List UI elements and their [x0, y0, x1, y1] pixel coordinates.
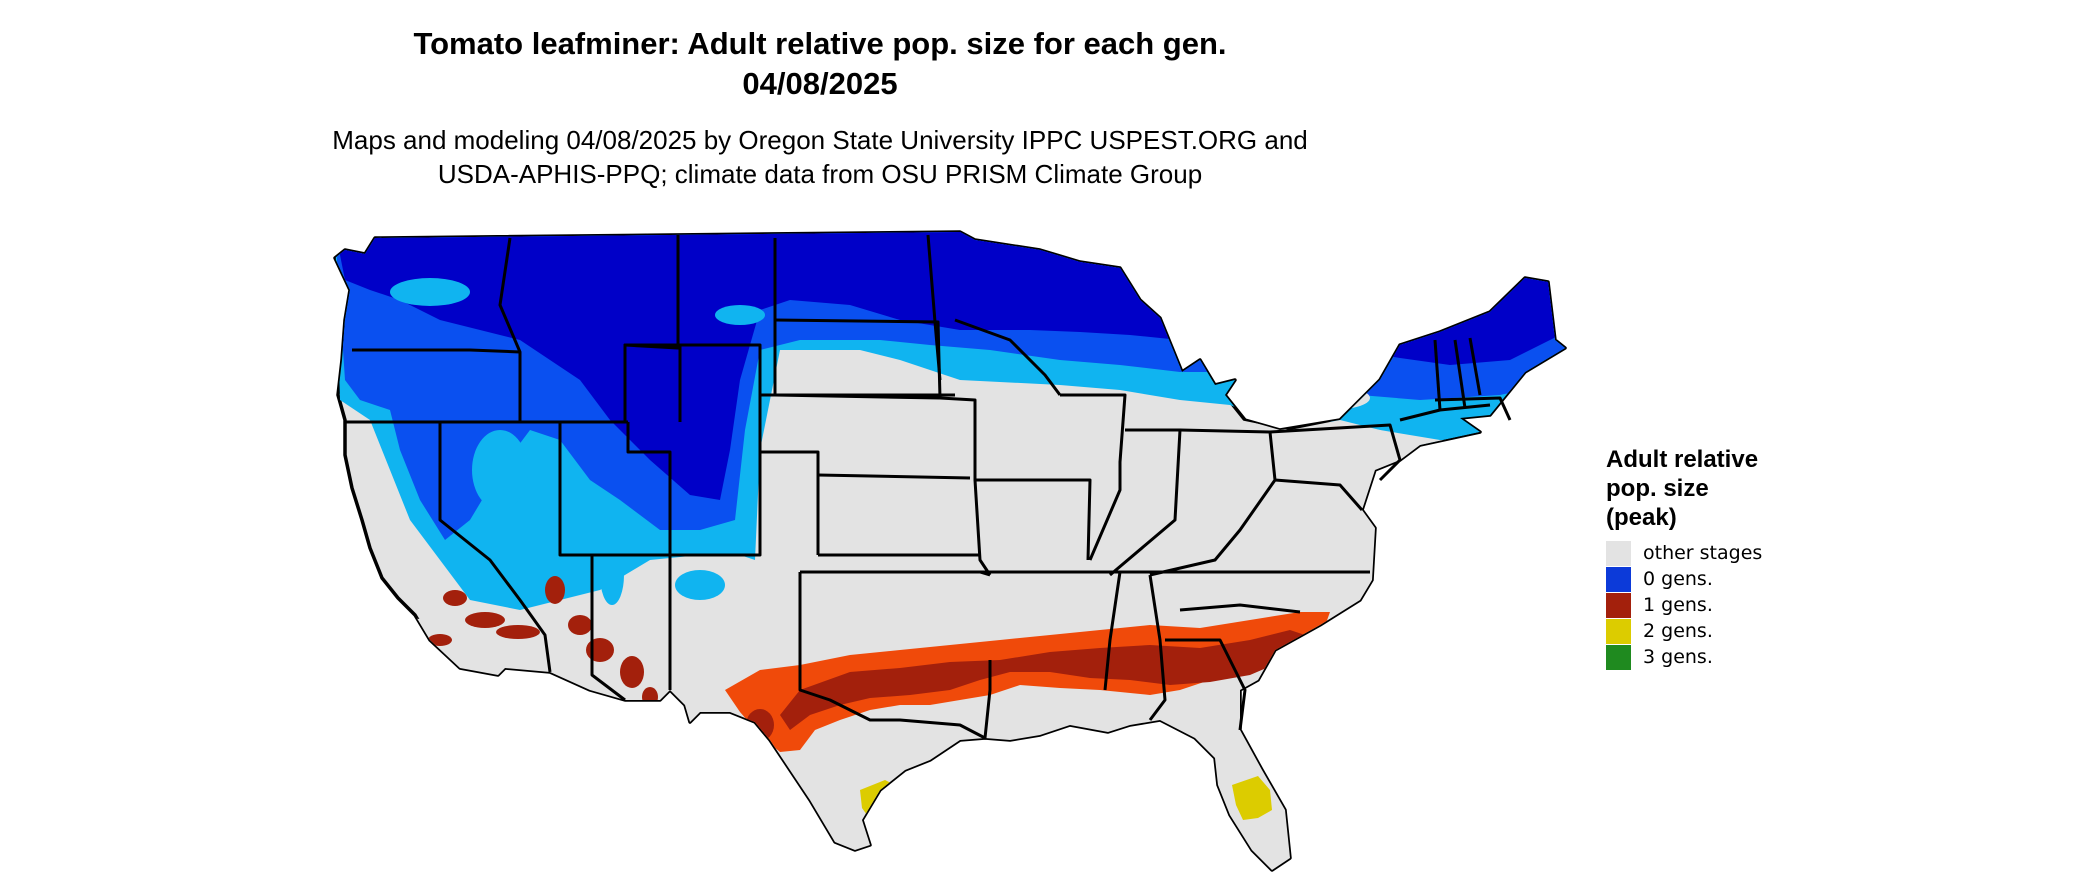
legend-item-other-stages: other stages: [1606, 540, 1806, 566]
zero-gen-patch: [675, 570, 725, 600]
two-gen-florida: [1232, 776, 1272, 820]
one-gen-patch: [586, 638, 614, 662]
us-generation-map: [333, 230, 1567, 886]
legend-swatch: [1606, 566, 1631, 592]
legend-title-line: Adult relative: [1606, 446, 1759, 473]
legend-label: 2 gens.: [1643, 620, 1713, 642]
one-gen-patch: [443, 590, 467, 606]
legend-swatch: [1606, 540, 1631, 566]
zero-gen-patch: [390, 278, 470, 306]
legend-label: 0 gens.: [1643, 568, 1713, 590]
legend-swatch: [1606, 618, 1631, 644]
one-gen-patch: [496, 625, 540, 639]
map-legend: Adult relative pop. size (peak) other st…: [1606, 445, 1806, 670]
legend-title-line: pop. size: [1606, 475, 1709, 502]
one-gen-dark-band: [780, 630, 1305, 730]
zero-gen-patch: [600, 545, 624, 605]
map-credit-line-1: Maps and modeling 04/08/2025 by Oregon S…: [332, 125, 1308, 155]
zero-gen-patch: [472, 430, 528, 510]
legend-swatch: [1606, 644, 1631, 670]
legend-label: other stages: [1643, 542, 1763, 564]
three-gen-patch: [1249, 880, 1261, 886]
state-borders: [346, 234, 1512, 740]
one-gen-patch: [545, 576, 565, 604]
map-title: Tomato leafminer: Adult relative pop. si…: [413, 26, 1227, 61]
zero-gen-patch: [1290, 386, 1370, 410]
one-gen-patch: [620, 656, 644, 688]
legend-label: 3 gens.: [1643, 646, 1713, 668]
legend-item-1-gens: 1 gens.: [1606, 592, 1806, 618]
legend-list: other stages 0 gens. 1 gens. 2 gens. 3 g…: [1606, 540, 1806, 670]
legend-item-3-gens: 3 gens.: [1606, 644, 1806, 670]
map-credit-line-2: USDA-APHIS-PPQ; climate data from OSU PR…: [437, 159, 1203, 189]
one-gen-patch: [746, 709, 774, 741]
one-gen-patch: [568, 615, 592, 635]
legend-title: Adult relative pop. size (peak): [1606, 445, 1806, 532]
legend-item-0-gens: 0 gens.: [1606, 566, 1806, 592]
legend-title-line: (peak): [1606, 504, 1677, 531]
zero-gen-patch: [715, 305, 765, 325]
one-gen-patch: [428, 634, 452, 646]
map-date: 04/08/2025: [742, 66, 898, 101]
legend-swatch: [1606, 592, 1631, 618]
legend-item-2-gens: 2 gens.: [1606, 618, 1806, 644]
legend-label: 1 gens.: [1643, 594, 1713, 616]
one-gen-patch: [642, 687, 658, 707]
one-gen-patch: [465, 612, 505, 628]
